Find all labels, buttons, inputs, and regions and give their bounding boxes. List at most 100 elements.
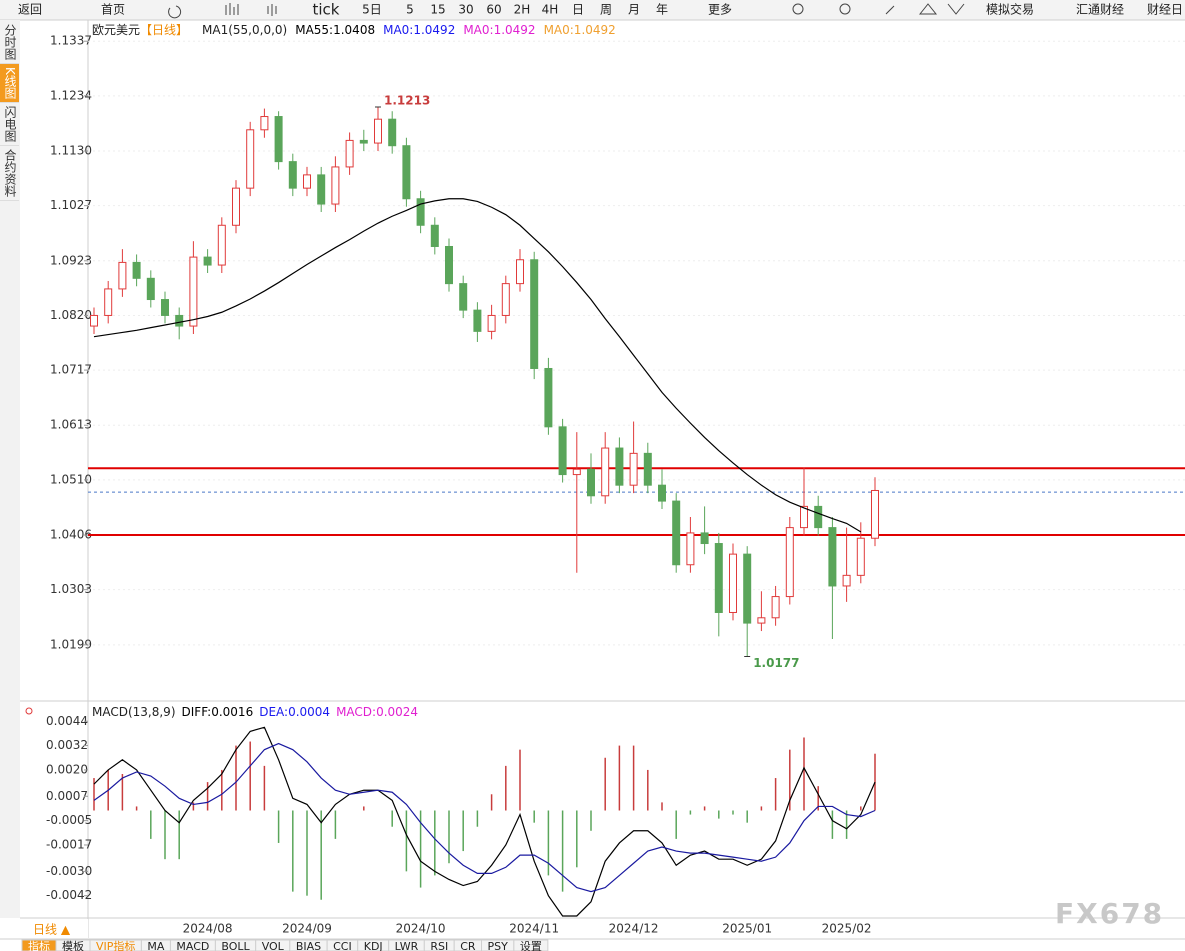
- chart-title: 欧元美元: [92, 23, 140, 37]
- tab-label[interactable]: PSY: [488, 940, 509, 951]
- kline-icon[interactable]: [225, 3, 239, 15]
- candle-body: [388, 118, 397, 147]
- y-tick-label: 1.0199: [50, 637, 92, 651]
- y-tick-label: 0.0007: [46, 789, 88, 803]
- y-tick-label: 0.0044: [46, 714, 88, 728]
- candle-body: [558, 426, 567, 476]
- triangle-icon[interactable]: [918, 3, 938, 15]
- candle-body: [643, 452, 652, 486]
- toolbar-button[interactable]: 年: [656, 3, 668, 17]
- zoom-in-icon[interactable]: [839, 3, 851, 15]
- candle-body: [459, 283, 468, 311]
- period-button[interactable]: 日线 ▲: [33, 923, 71, 937]
- y-tick-label: 1.1234: [50, 88, 92, 102]
- y-tick-label: -0.0030: [46, 864, 92, 878]
- y-tick-label: 1.1337: [50, 34, 92, 48]
- toolbar-button[interactable]: tick: [313, 1, 340, 19]
- legend-item: MA55:1.0408: [295, 23, 375, 37]
- x-tick-label: 2024/11: [509, 922, 559, 936]
- tab-label[interactable]: KDJ: [364, 940, 383, 951]
- legend-item: MA0:1.0492: [383, 23, 455, 37]
- y-tick-label: 1.0717: [50, 363, 92, 377]
- toolbar-button[interactable]: 首页: [101, 3, 125, 17]
- tab-label[interactable]: VIP指标: [96, 939, 135, 951]
- toolbar-button[interactable]: 15: [430, 3, 445, 17]
- y-tick-label: 1.1130: [50, 144, 92, 158]
- candle-body: [430, 224, 439, 247]
- refresh-icon[interactable]: [168, 5, 182, 19]
- candle-body: [132, 261, 141, 279]
- candle-body: [700, 532, 709, 545]
- sidebar-tab[interactable]: K线图: [0, 64, 19, 103]
- candle-body: [345, 139, 354, 168]
- x-tick-label: 2024/09: [282, 922, 332, 936]
- legend-item: DIFF:0.0016: [182, 705, 254, 719]
- tab-label[interactable]: 模板: [62, 939, 84, 951]
- toolbar-button[interactable]: 返回: [18, 3, 42, 17]
- candle-body: [445, 245, 453, 285]
- y-tick-label: 1.0303: [50, 582, 92, 596]
- candle-body: [743, 553, 752, 624]
- tab-label[interactable]: VOL: [262, 940, 285, 951]
- candle-body: [856, 537, 865, 576]
- y-tick-label: -0.0042: [46, 888, 92, 902]
- tab-label[interactable]: 指标: [28, 939, 50, 951]
- toolbar-button[interactable]: 4H: [542, 3, 559, 17]
- tab-label[interactable]: MA: [147, 940, 164, 951]
- sidebar-tab[interactable]: 分时图: [0, 21, 19, 64]
- triangle-icon[interactable]: [947, 3, 965, 15]
- candle-body: [757, 617, 766, 624]
- tab-label[interactable]: LWR: [395, 940, 419, 951]
- candle-icon[interactable]: [267, 4, 277, 16]
- draw-icon[interactable]: [885, 5, 895, 15]
- toolbar-button[interactable]: 2H: [514, 3, 531, 17]
- toolbar-button[interactable]: 模拟交易: [986, 2, 1034, 17]
- tab-label[interactable]: 设置: [520, 940, 542, 951]
- toolbar-button[interactable]: 日: [572, 3, 584, 17]
- min-label: 1.0177: [753, 656, 799, 670]
- legend-item: MACD:0.0024: [336, 705, 418, 719]
- y-tick-label: 1.0613: [50, 418, 92, 432]
- tab-label[interactable]: BIAS: [296, 940, 321, 951]
- tab-label[interactable]: RSI: [430, 940, 448, 951]
- candle-body: [785, 527, 794, 598]
- tab-label[interactable]: CR: [460, 940, 476, 951]
- x-tick-label: 2024/12: [609, 922, 659, 936]
- toolbar-button[interactable]: 更多: [708, 3, 732, 17]
- macd-icon[interactable]: [25, 707, 33, 715]
- candle-body: [587, 468, 595, 497]
- y-tick-label: 1.1027: [50, 198, 92, 212]
- candle-body: [274, 116, 283, 163]
- period-label: 【日线】: [140, 23, 188, 37]
- tab-label[interactable]: MACD: [176, 940, 209, 951]
- candle-body: [331, 166, 340, 205]
- tab-bg[interactable]: [513, 939, 549, 951]
- sidebar: 分时图 K线图 闪电图 合约资料: [0, 21, 19, 201]
- period-box[interactable]: [20, 919, 88, 938]
- candle-body: [90, 314, 98, 327]
- toolbar-button[interactable]: 5日: [362, 3, 382, 17]
- toolbar-button[interactable]: 周: [600, 3, 612, 17]
- sidebar-tab[interactable]: 闪电图: [0, 102, 19, 146]
- candle-body: [118, 261, 127, 290]
- zoom-out-icon[interactable]: [792, 3, 804, 15]
- ma-line: [93, 198, 862, 533]
- candle-body: [771, 596, 780, 619]
- tab-label[interactable]: CCI: [333, 940, 352, 951]
- candle-body: [501, 283, 510, 316]
- macd-title: MACD(13,8,9): [92, 705, 176, 719]
- tab-label[interactable]: BOLL: [221, 940, 250, 951]
- toolbar-button[interactable]: 30: [458, 3, 473, 17]
- toolbar-button[interactable]: 财经日: [1147, 3, 1183, 17]
- toolbar-button[interactable]: 5: [406, 3, 414, 17]
- toolbar-button[interactable]: 汇通财经: [1076, 3, 1124, 17]
- max-label: 1.1213: [384, 93, 430, 107]
- sidebar-tab[interactable]: 合约资料: [0, 145, 19, 201]
- candle-body: [303, 174, 311, 189]
- y-tick-label: 0.0020: [46, 762, 88, 776]
- y-tick-label: 1.0510: [50, 472, 92, 486]
- toolbar-button[interactable]: 月: [628, 3, 640, 17]
- legend-item: MA0:1.0492: [463, 23, 535, 37]
- toolbar-button[interactable]: 60: [486, 3, 501, 17]
- candle-body: [871, 489, 879, 539]
